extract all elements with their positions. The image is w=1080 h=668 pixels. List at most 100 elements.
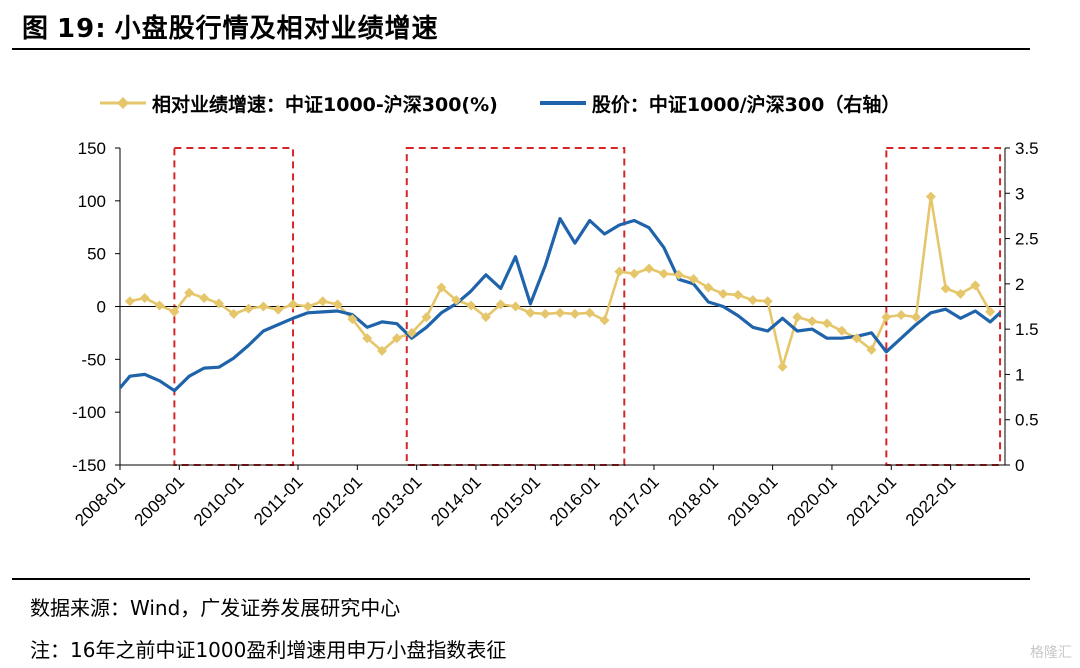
- x-tick-label: 2020-01: [783, 472, 841, 530]
- data-point-marker: [718, 288, 729, 299]
- x-tick-label: 2017-01: [605, 472, 663, 530]
- top-rule: [12, 48, 1030, 50]
- left-tick-label: -100: [72, 403, 106, 422]
- data-point-marker: [614, 266, 625, 277]
- data-point-marker: [658, 268, 669, 279]
- x-tick-label: 2015-01: [487, 472, 545, 530]
- data-point-marker: [955, 288, 966, 299]
- data-point-marker: [688, 274, 699, 285]
- data-point-marker: [866, 344, 877, 355]
- bottom-rule: [12, 578, 1030, 580]
- chart-legend: 相对业绩增速：中证1000-沪深300(%) 股价：中证1000/沪深300（右…: [100, 88, 942, 118]
- data-point-marker: [925, 191, 936, 202]
- data-point-marker: [243, 303, 254, 314]
- data-point-marker: [896, 309, 907, 320]
- right-tick-label: 3.5: [1015, 139, 1039, 158]
- data-point-marker: [940, 283, 951, 294]
- data-point-marker: [288, 299, 299, 310]
- data-point-marker: [495, 299, 506, 310]
- data-point-marker: [347, 314, 358, 325]
- legend-swatch-diamond-line: [100, 97, 146, 109]
- data-point-marker: [970, 280, 981, 291]
- left-tick-label: -50: [81, 350, 106, 369]
- source-note: 数据来源：Wind，广发证券发展研究中心: [30, 596, 401, 620]
- x-tick-label: 2021-01: [843, 472, 901, 530]
- right-tick-label: 3: [1015, 184, 1024, 203]
- legend-item-relative-growth: 相对业绩增速：中证1000-沪深300(%): [100, 90, 498, 117]
- left-tick-label: -150: [72, 456, 106, 475]
- x-tick-label: 2010-01: [190, 472, 248, 530]
- data-point-marker: [154, 300, 165, 311]
- data-point-marker: [599, 315, 610, 326]
- x-tick-label: 2012-01: [309, 472, 367, 530]
- data-point-marker: [762, 296, 773, 307]
- x-tick-label: 2009-01: [131, 472, 189, 530]
- data-point-marker: [451, 295, 462, 306]
- data-point-marker: [406, 327, 417, 338]
- legend-swatch-line: [539, 101, 586, 105]
- data-point-marker: [629, 268, 640, 279]
- data-point-marker: [510, 301, 521, 312]
- data-point-marker: [332, 299, 343, 310]
- data-point-marker: [466, 300, 477, 311]
- data-point-marker: [851, 333, 862, 344]
- x-tick-label: 2008-01: [71, 472, 129, 530]
- data-point-marker: [421, 312, 432, 323]
- chart-axes: 150 100 50 0 -50 -100 -150 3.5 3 2.5 2 1.5 1 0.5 0 2008…: [71, 139, 1038, 530]
- data-point-marker: [733, 289, 744, 300]
- data-point-marker: [124, 296, 135, 307]
- data-point-marker: [480, 312, 491, 323]
- figure-label: 图: [22, 14, 50, 44]
- data-point-marker: [644, 263, 655, 274]
- data-point-marker: [317, 296, 328, 307]
- data-point-marker: [228, 308, 239, 319]
- data-point-marker: [807, 316, 818, 327]
- x-tick-label: 2019-01: [724, 472, 782, 530]
- series-line-2: [118, 217, 1002, 393]
- data-point-marker: [673, 269, 684, 280]
- data-point-marker: [436, 282, 447, 293]
- left-tick-label: 100: [78, 192, 106, 211]
- data-point-marker: [213, 298, 224, 309]
- x-tick-label: 2018-01: [665, 472, 723, 530]
- data-point-marker: [540, 308, 551, 319]
- data-point-marker: [836, 325, 847, 336]
- data-point-marker: [747, 295, 758, 306]
- footnote: 注：16年之前中证1000盈利增速用申万小盘指数表征: [30, 638, 507, 662]
- data-point-marker: [881, 312, 892, 323]
- data-point-marker: [555, 307, 566, 318]
- data-point-marker: [584, 307, 595, 318]
- figure-number: 19:: [57, 14, 107, 44]
- legend-label-price-ratio: 股价：中证1000/沪深300（右轴）: [591, 93, 901, 116]
- data-point-marker: [569, 308, 580, 319]
- data-point-marker: [391, 333, 402, 344]
- data-point-marker: [199, 293, 210, 304]
- data-point-marker: [822, 318, 833, 329]
- data-point-marker: [258, 301, 269, 312]
- data-point-marker: [703, 282, 714, 293]
- data-point-marker: [302, 301, 313, 312]
- legend-item-price-ratio: 股价：中证1000/沪深300（右轴）: [539, 90, 901, 117]
- x-tick-label: 2022-01: [902, 472, 960, 530]
- right-tick-label: 0.5: [1015, 411, 1039, 430]
- data-point-marker: [139, 293, 150, 304]
- x-tick-label: 2016-01: [546, 472, 604, 530]
- data-point-marker: [525, 307, 536, 318]
- series-markers: [124, 191, 996, 372]
- right-tick-label: 1.5: [1015, 320, 1039, 339]
- data-point-marker: [377, 345, 388, 356]
- data-point-marker: [184, 287, 195, 298]
- series-lines: [118, 195, 1002, 393]
- x-tick-label: 2014-01: [427, 472, 485, 530]
- data-point-marker: [777, 361, 788, 372]
- data-point-marker: [792, 312, 803, 323]
- figure-title: 图 19: 小盘股行情及相对业绩增速: [22, 8, 439, 45]
- data-point-marker: [362, 333, 373, 344]
- watermark: 格隆汇: [1030, 645, 1072, 661]
- left-tick-label: 50: [87, 245, 106, 264]
- legend-label-relative-growth: 相对业绩增速：中证1000-沪深300(%): [152, 93, 498, 116]
- x-tick-label: 2013-01: [368, 472, 426, 530]
- data-point-marker: [273, 304, 284, 315]
- left-tick-label: 0: [97, 298, 106, 317]
